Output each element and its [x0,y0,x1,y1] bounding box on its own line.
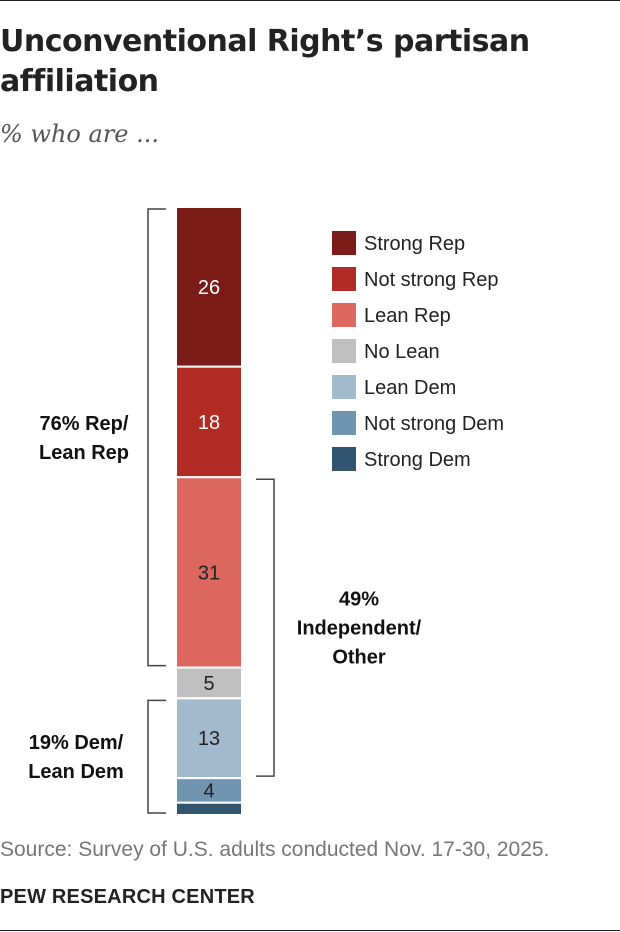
bracket-line-3 [147,699,166,814]
legend-swatch-strong-rep [332,231,356,255]
legend-label-not-strong-rep: Not strong Rep [364,269,499,291]
legend-swatch-no-lean [332,339,356,363]
legend-label-not-strong-dem: Not strong Dem [364,413,504,435]
bar-label-lean-dem: 13 [198,728,220,750]
chart-subtitle: % who are ... [0,120,160,148]
bar-segment-not-strong-rep [175,365,243,479]
bar-label-no-lean: 5 [203,673,214,695]
bracket-label-2-line-2: Independent/ [297,618,422,640]
bar-label-strong-rep: 26 [198,277,220,299]
legend-label-lean-dem: Lean Dem [364,377,456,399]
legend: Strong Rep Not strong Rep Lean Rep No Lean L… [332,231,504,471]
legend-label-strong-rep: Strong Rep [364,233,465,255]
bar-segment-strong-dem [175,801,243,816]
chart-title: Unconventional Right’s partisan affiliat… [0,24,530,99]
bar-segment-no-lean [175,666,243,700]
bar-segment-not-strong-dem [175,777,243,804]
bar-label-not-strong-rep: 18 [198,412,220,434]
bar-stack: 26 18 31 5 13 4 [175,206,243,816]
top-rule [0,0,620,1]
bracket-line-2 [256,478,275,777]
brackets: 76% Rep/Lean Rep 49% Independent/Other 19% … [28,208,422,814]
legend-label-strong-dem: Strong Dem [364,449,471,471]
bracket-label-3-line-2: Lean Dem [28,761,124,783]
bar-segment-lean-dem [175,697,243,780]
source-note: Source: Survey of U.S. adults conducted … [0,838,550,861]
bracket-label-1-line-2: Lean Rep [39,442,129,464]
legend-swatch-lean-rep [332,303,356,327]
legend-swatch-strong-dem [332,447,356,471]
legend-label-lean-rep: Lean Rep [364,305,451,327]
legend-label-no-lean: No Lean [364,341,440,363]
bracket-label-2-line-1: 49% [339,589,379,611]
bar-label-not-strong-dem: 4 [203,780,214,802]
bracket-label-1-line-1: 76% Rep/ [40,413,129,435]
legend-swatch-lean-dem [332,375,356,399]
bracket-line-1 [147,208,166,667]
bar-segment-lean-rep [175,476,243,669]
pew-brand: PEW RESEARCH CENTER [0,886,255,908]
bracket-label-2-line-3: Other [332,647,386,669]
legend-swatch-not-strong-dem [332,411,356,435]
legend-swatch-not-strong-rep [332,267,356,291]
bar-label-lean-rep: 31 [198,562,220,584]
bracket-label-3-line-1: 19% Dem/ [29,732,124,754]
bottom-rule [0,930,620,931]
